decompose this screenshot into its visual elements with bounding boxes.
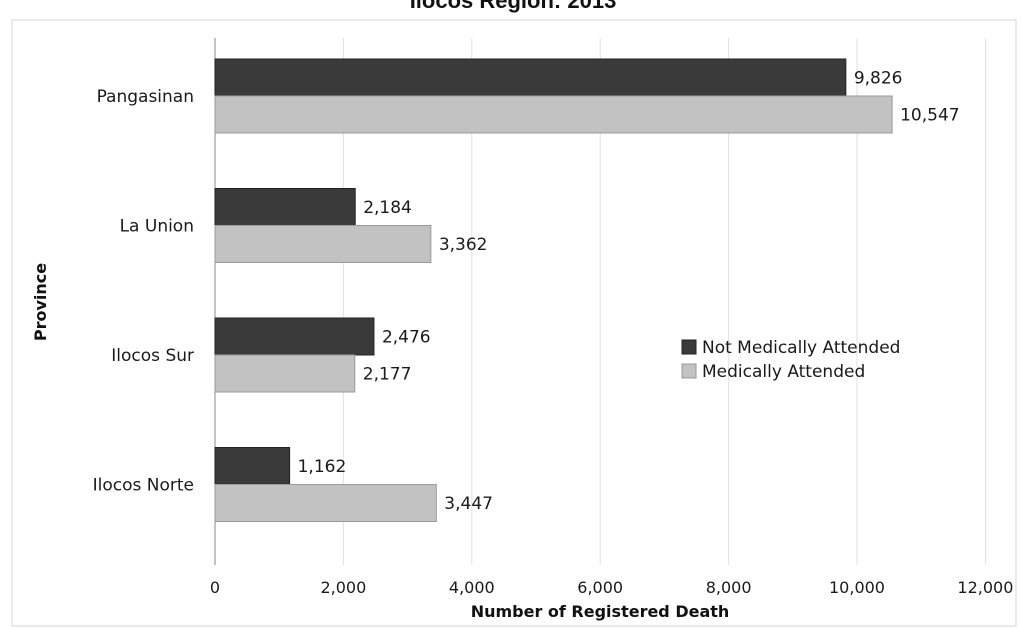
x-tick-label: 2,000 <box>320 578 366 597</box>
data-label: 2,476 <box>382 328 431 348</box>
x-tick-label: 12,000 <box>957 578 1013 597</box>
data-labels: 9,826 10,547 2,184 3,362 2,476 2,177 1,162 3,44… <box>298 69 960 515</box>
data-label: 3,447 <box>444 494 493 514</box>
value-axis: 0 2,000 4,000 6,000 8,000 10,000 12,000 <box>210 578 1013 597</box>
legend-swatch <box>681 339 697 355</box>
data-label: 1,162 <box>298 457 347 477</box>
category-label: Ilocos Norte <box>93 476 194 496</box>
bar-medically-attended <box>214 354 356 393</box>
legend-swatch <box>681 363 697 379</box>
x-tick-label: 8,000 <box>706 578 752 597</box>
legend: Not Medically Attended Medically Attended <box>681 338 900 382</box>
bars <box>214 58 893 522</box>
x-tick-label: 10,000 <box>829 578 885 597</box>
bar-not-medically-attended <box>214 447 291 485</box>
data-label: 2,177 <box>363 365 412 385</box>
data-label: 3,362 <box>439 235 488 255</box>
category-axis: Pangasinan La Union Ilocos Sur Ilocos Norte <box>93 87 194 496</box>
category-label: Pangasinan <box>97 87 194 107</box>
bar-medically-attended <box>214 225 432 263</box>
bar-not-medically-attended <box>214 317 375 356</box>
x-tick-label: 0 <box>210 578 220 597</box>
bar-not-medically-attended <box>214 58 847 97</box>
data-label: 2,184 <box>363 198 412 218</box>
y-axis-title: Province <box>31 263 50 341</box>
chart-title: Ilocos Region: 2013 <box>410 0 617 13</box>
legend-label: Not Medically Attended <box>702 338 900 358</box>
x-axis-title: Number of Registered Death <box>471 602 730 621</box>
bar-not-medically-attended <box>214 188 356 226</box>
category-label: Ilocos Sur <box>111 346 194 366</box>
data-label: 9,826 <box>854 69 903 89</box>
bar-medically-attended <box>214 95 893 134</box>
x-tick-label: 4,000 <box>449 578 495 597</box>
category-label: La Union <box>120 217 194 237</box>
x-tick-label: 6,000 <box>577 578 623 597</box>
bar-medically-attended <box>214 484 437 522</box>
data-label: 10,547 <box>900 106 959 126</box>
legend-label: Medically Attended <box>702 362 865 382</box>
